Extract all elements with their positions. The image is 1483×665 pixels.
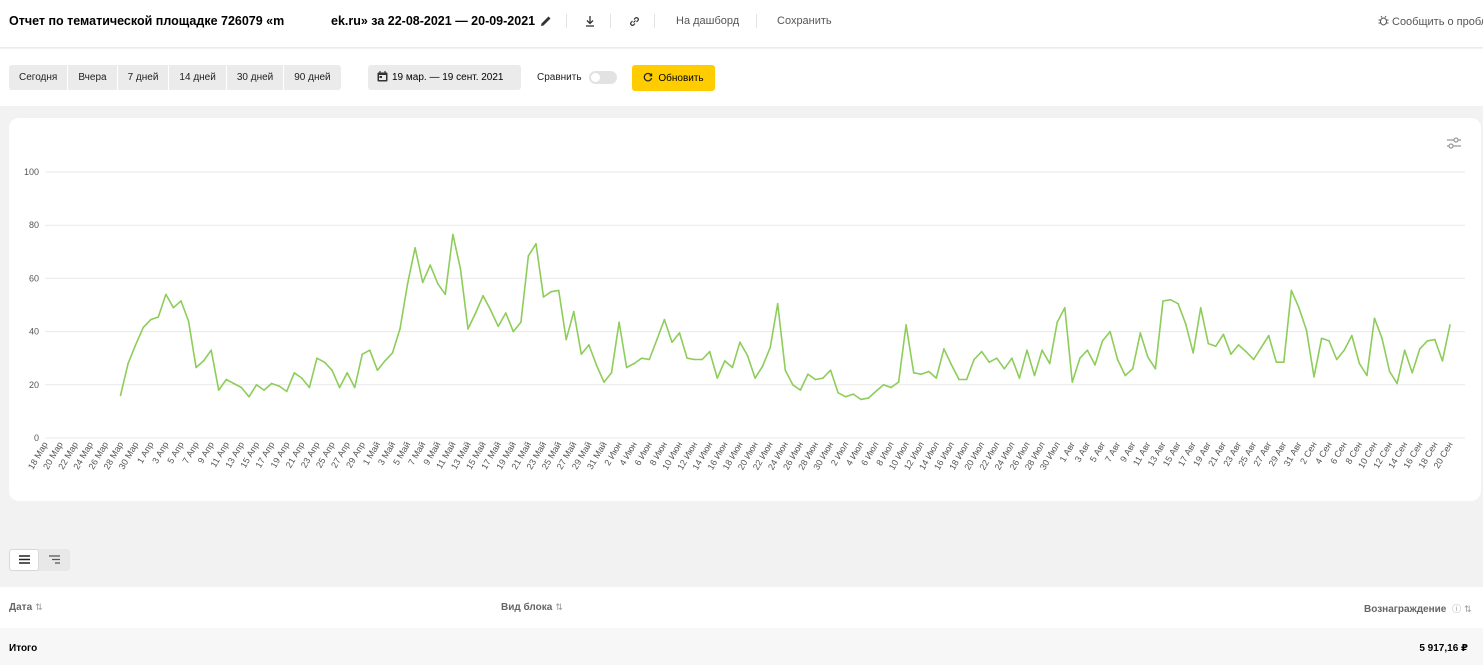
header-divider (756, 14, 757, 28)
list-icon (18, 551, 30, 569)
total-row: Итого 5 917,16 ₽ (0, 628, 1483, 665)
period-30-days-button[interactable]: 30 дней (227, 65, 285, 90)
period-selector: Сегодня Вчера 7 дней 14 дней 30 дней 90 … (9, 65, 341, 90)
download-icon[interactable] (583, 14, 597, 28)
column-header-reward[interactable]: Вознаграждение ⓘ ⇅ (1364, 602, 1472, 615)
header-divider (654, 14, 655, 28)
view-mode-switch (9, 549, 70, 571)
date-range-label: 19 мар. — 19 сент. 2021 (392, 72, 504, 83)
date-range-picker[interactable]: 19 мар. — 19 сент. 2021 (368, 65, 521, 90)
bug-icon (1378, 15, 1389, 29)
period-90-days-button[interactable]: 90 дней (294, 72, 331, 83)
calendar-icon (377, 70, 388, 85)
chart-card (9, 118, 1481, 501)
column-header-date-label: Дата (9, 602, 33, 613)
sort-icon: ⇅ (1464, 604, 1472, 614)
period-7-days-button[interactable]: 7 дней (118, 65, 170, 90)
report-table: Дата ⇅ Вид блока ⇅ Вознаграждение ⓘ ⇅ Итого… (0, 587, 1483, 665)
refresh-label: Обновить (658, 72, 704, 84)
compare-toggle[interactable] (589, 71, 617, 84)
period-today-button[interactable]: Сегодня (9, 65, 69, 90)
edit-icon[interactable] (539, 14, 553, 28)
refresh-button[interactable]: Обновить (632, 65, 715, 91)
header-divider (610, 14, 611, 28)
header-divider (566, 14, 567, 28)
compare-label: Сравнить (537, 72, 582, 83)
period-yesterday-button[interactable]: Вчера (68, 65, 118, 90)
list-view-button[interactable] (9, 549, 39, 571)
report-header: Отчет по тематической площадке 726079 «m… (0, 0, 1483, 48)
sort-icon: ⇅ (555, 602, 563, 612)
page-title-part2: ek.ru» за 22-08-2021 — 20-09-2021 (331, 14, 536, 28)
column-header-block-type-label: Вид блока (501, 602, 553, 613)
sort-icon: ⇅ (35, 602, 43, 612)
link-icon[interactable] (627, 14, 641, 28)
save-button[interactable]: Сохранить (777, 15, 832, 27)
to-dashboard-button[interactable]: На дашборд (676, 15, 740, 27)
tree-icon (48, 551, 60, 569)
page-title: Отчет по тематической площадке 726079 «m… (9, 14, 535, 28)
page-title-part1: Отчет по тематической площадке 726079 «m (9, 14, 285, 28)
tree-view-button[interactable] (39, 549, 69, 571)
toggle-knob (591, 73, 600, 82)
chart-settings-icon[interactable] (1446, 136, 1462, 150)
total-label: Итого (9, 643, 38, 654)
filter-toolbar: Сегодня Вчера 7 дней 14 дней 30 дней 90 … (0, 49, 1483, 106)
column-header-block-type[interactable]: Вид блока ⇅ (501, 602, 563, 613)
column-header-reward-label: Вознаграждение (1364, 604, 1447, 615)
column-header-date[interactable]: Дата ⇅ (9, 602, 43, 613)
report-problem-label: Сообщить о пробле (1392, 16, 1483, 28)
help-icon[interactable]: ⓘ (1452, 604, 1462, 614)
period-14-days-button[interactable]: 14 дней (169, 65, 227, 90)
report-problem-link[interactable]: Сообщить о пробле (1378, 15, 1483, 29)
refresh-icon (643, 72, 653, 85)
total-value: 5 917,16 ₽ (1419, 643, 1468, 654)
